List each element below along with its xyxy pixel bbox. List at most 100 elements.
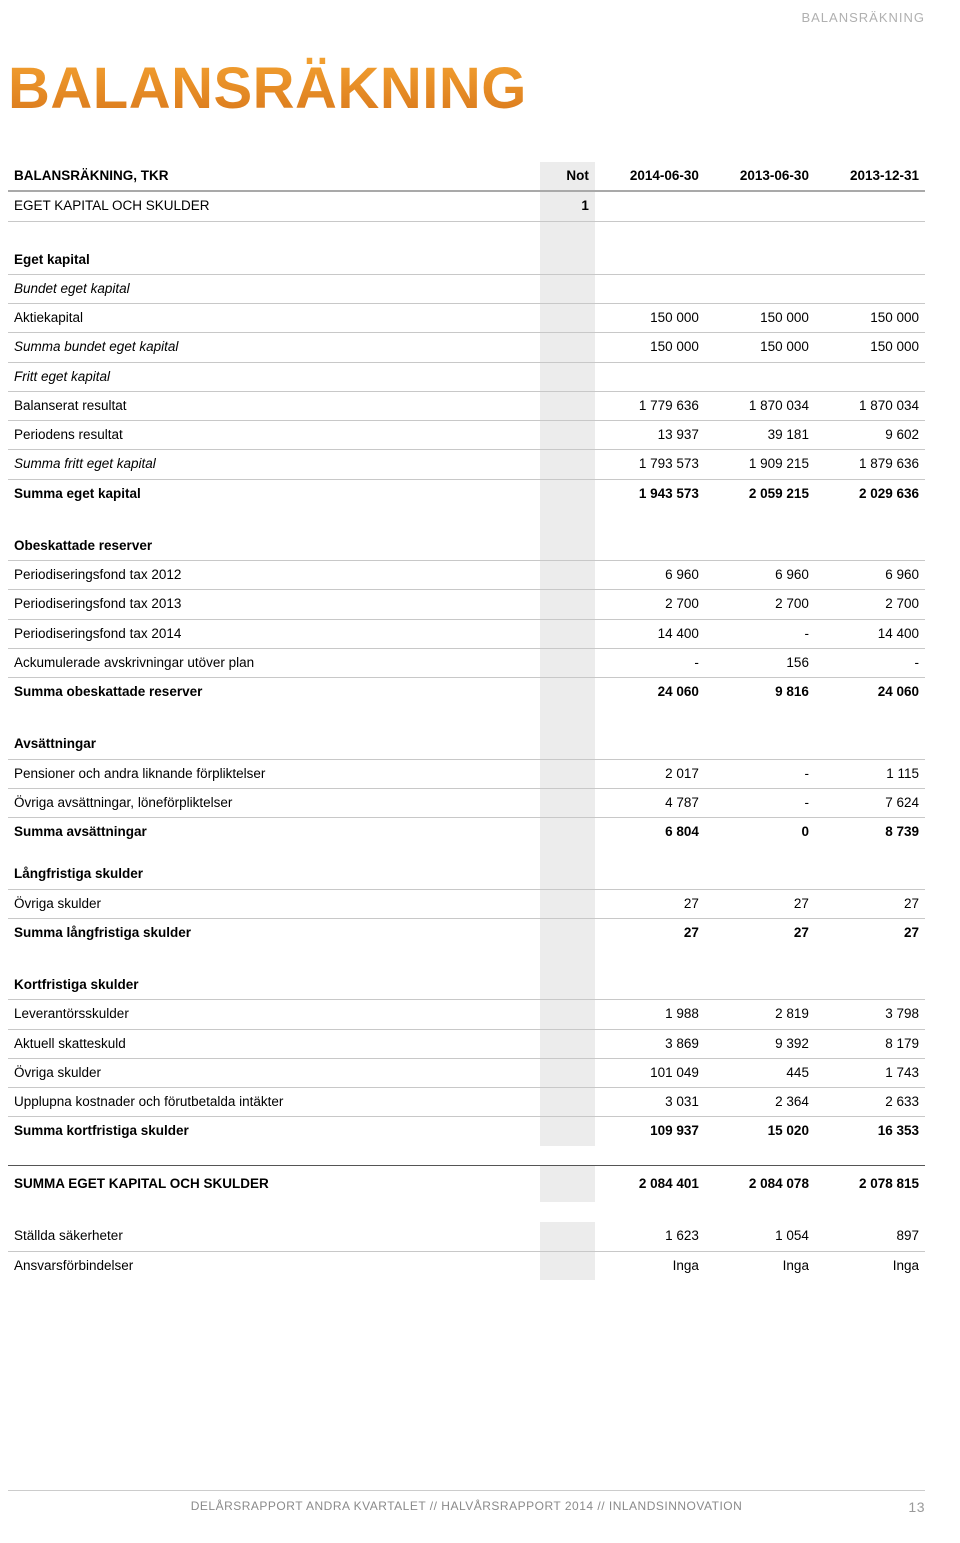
row-skatteskuld: Aktuell skatteskuld 3 869 9 392 8 179	[8, 1029, 925, 1058]
v3: 8 179	[815, 1029, 925, 1058]
v1: 2 700	[595, 590, 705, 619]
label: Summa eget kapital	[8, 479, 540, 508]
row-p2013: Periodiseringsfond tax 2013 2 700 2 700 …	[8, 590, 925, 619]
v3: 27	[815, 918, 925, 947]
label: Kortfristiga skulder	[8, 947, 540, 1000]
v2: 27	[705, 918, 815, 947]
v3: 2 700	[815, 590, 925, 619]
v1: 13 937	[595, 421, 705, 450]
v1: 3 031	[595, 1088, 705, 1117]
row-stallda: Ställda säkerheter 1 623 1 054 897	[8, 1222, 925, 1251]
row-lang-ovriga: Övriga skulder 27 27 27	[8, 889, 925, 918]
v2: 445	[705, 1058, 815, 1087]
v2: 150 000	[705, 304, 815, 333]
v2: -	[705, 619, 815, 648]
v2: 0	[705, 818, 815, 847]
v2: 6 960	[705, 561, 815, 590]
v2: 1 870 034	[705, 391, 815, 420]
v1: -	[595, 648, 705, 677]
v2: 2 084 078	[705, 1166, 815, 1203]
row-aktiekapital: Aktiekapital 150 000 150 000 150 000	[8, 304, 925, 333]
v3: Inga	[815, 1251, 925, 1280]
v2: 156	[705, 648, 815, 677]
v3: 2 633	[815, 1088, 925, 1117]
label: Ackumulerade avskrivningar utöver plan	[8, 648, 540, 677]
label: Summa obeskattade reserver	[8, 678, 540, 707]
not-cell: 1	[540, 191, 595, 221]
v2: 27	[705, 889, 815, 918]
v3: 27	[815, 889, 925, 918]
page-container: BALANSRÄKNING BALANSRÄKNING BALANSRÄKNIN…	[0, 0, 960, 1543]
row-ackum: Ackumulerade avskrivningar utöver plan -…	[8, 648, 925, 677]
v2: 9 392	[705, 1029, 815, 1058]
v1: 2 084 401	[595, 1166, 705, 1203]
row-upplupna: Upplupna kostnader och förutbetalda intä…	[8, 1088, 925, 1117]
row-balanserat: Balanserat resultat 1 779 636 1 870 034 …	[8, 391, 925, 420]
row-summa-fritt: Summa fritt eget kapital 1 793 573 1 909…	[8, 450, 925, 479]
v3: 1 743	[815, 1058, 925, 1087]
header-section-label: BALANSRÄKNING	[8, 0, 925, 55]
col-header-c3: 2013-12-31	[815, 162, 925, 191]
label: Avsättningar	[8, 706, 540, 759]
col-header-not: Not	[540, 162, 595, 191]
row-summa-kort: Summa kortfristiga skulder 109 937 15 02…	[8, 1117, 925, 1146]
v1: 3 869	[595, 1029, 705, 1058]
label: Periodens resultat	[8, 421, 540, 450]
v3: 7 624	[815, 788, 925, 817]
v2: 2 059 215	[705, 479, 815, 508]
row-summa-bundet: Summa bundet eget kapital 150 000 150 00…	[8, 333, 925, 362]
v2: 39 181	[705, 421, 815, 450]
label: Långfristiga skulder	[8, 846, 540, 889]
v2: 1 909 215	[705, 450, 815, 479]
section-kortfristiga: Kortfristiga skulder	[8, 947, 925, 1000]
v1: 14 400	[595, 619, 705, 648]
row-summa-obeskattade: Summa obeskattade reserver 24 060 9 816 …	[8, 678, 925, 707]
row-pensioner: Pensioner och andra liknande förpliktels…	[8, 759, 925, 788]
row-kort-ovriga: Övriga skulder 101 049 445 1 743	[8, 1058, 925, 1087]
v3: 2 029 636	[815, 479, 925, 508]
balance-sheet-table: BALANSRÄKNING, TKR Not 2014-06-30 2013-0…	[8, 162, 925, 1280]
label: Summa bundet eget kapital	[8, 333, 540, 362]
label: EGET KAPITAL OCH SKULDER	[8, 191, 540, 221]
v1: 150 000	[595, 304, 705, 333]
v1: 1 988	[595, 1000, 705, 1029]
v1: 101 049	[595, 1058, 705, 1087]
label: Övriga avsättningar, löneförpliktelser	[8, 788, 540, 817]
page-number: 13	[908, 1499, 925, 1515]
v3: 897	[815, 1222, 925, 1251]
v3: 16 353	[815, 1117, 925, 1146]
table-header-row: BALANSRÄKNING, TKR Not 2014-06-30 2013-0…	[8, 162, 925, 191]
table-title-cell: BALANSRÄKNING, TKR	[8, 162, 540, 191]
label: Periodiseringsfond tax 2013	[8, 590, 540, 619]
row-eget-kapital-skulder: EGET KAPITAL OCH SKULDER 1	[8, 191, 925, 221]
v3: 150 000	[815, 304, 925, 333]
label: Balanserat resultat	[8, 391, 540, 420]
row-ansvars: Ansvarsförbindelser Inga Inga Inga	[8, 1251, 925, 1280]
v1: Inga	[595, 1251, 705, 1280]
v2: 15 020	[705, 1117, 815, 1146]
v1: 1 623	[595, 1222, 705, 1251]
label: Övriga skulder	[8, 889, 540, 918]
section-obeskattade: Obeskattade reserver	[8, 508, 925, 561]
label: Övriga skulder	[8, 1058, 540, 1087]
page-footer: DELÅRSRAPPORT ANDRA KVARTALET // HALVÅRS…	[8, 1490, 925, 1513]
v2: 150 000	[705, 333, 815, 362]
subhead-fritt: Fritt eget kapital	[8, 362, 925, 391]
label: Summa kortfristiga skulder	[8, 1117, 540, 1146]
row-leverantor: Leverantörsskulder 1 988 2 819 3 798	[8, 1000, 925, 1029]
v1: 2 017	[595, 759, 705, 788]
v2: 2 364	[705, 1088, 815, 1117]
label: Pensioner och andra liknande förpliktels…	[8, 759, 540, 788]
page-title: BALANSRÄKNING	[8, 55, 925, 122]
v2: -	[705, 759, 815, 788]
label: Summa fritt eget kapital	[8, 450, 540, 479]
v1: 150 000	[595, 333, 705, 362]
label: Ställda säkerheter	[8, 1222, 540, 1251]
v1: 109 937	[595, 1117, 705, 1146]
row-periodens: Periodens resultat 13 937 39 181 9 602	[8, 421, 925, 450]
label: Bundet eget kapital	[8, 274, 540, 303]
label: Upplupna kostnader och förutbetalda intä…	[8, 1088, 540, 1117]
label: Periodiseringsfond tax 2012	[8, 561, 540, 590]
v3: 150 000	[815, 333, 925, 362]
row-p2012: Periodiseringsfond tax 2012 6 960 6 960 …	[8, 561, 925, 590]
